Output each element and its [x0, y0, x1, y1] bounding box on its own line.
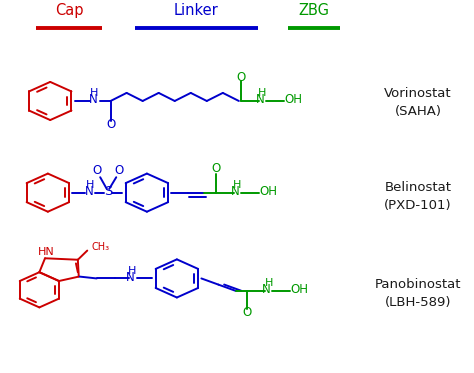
Text: Belinostat
(PXD-101): Belinostat (PXD-101) [384, 181, 452, 212]
Text: Cap: Cap [55, 3, 83, 19]
Text: H: H [233, 179, 242, 189]
Text: OH: OH [290, 283, 308, 296]
Text: Panobinostat
(LBH-589): Panobinostat (LBH-589) [375, 278, 461, 309]
Text: O: O [237, 70, 246, 84]
Text: N: N [231, 185, 240, 198]
Text: H: H [91, 88, 99, 98]
Text: H: H [86, 180, 94, 190]
Text: O: O [106, 118, 115, 131]
Text: HN: HN [38, 247, 55, 257]
Text: Linker: Linker [174, 3, 219, 19]
Text: N: N [84, 185, 93, 198]
Text: H: H [264, 278, 273, 288]
Text: N: N [262, 283, 271, 296]
Text: OH: OH [284, 93, 302, 106]
Text: N: N [89, 93, 98, 106]
Text: N: N [126, 271, 135, 284]
Text: O: O [243, 306, 252, 319]
Text: Vorinostat
(SAHA): Vorinostat (SAHA) [384, 87, 452, 118]
Text: O: O [114, 164, 123, 177]
Text: O: O [211, 162, 221, 175]
Text: CH₃: CH₃ [91, 242, 109, 252]
Text: S: S [104, 185, 112, 198]
Text: O: O [93, 164, 102, 177]
Text: ZBG: ZBG [299, 3, 330, 19]
Text: OH: OH [259, 185, 277, 198]
Text: H: H [258, 88, 266, 98]
Text: N: N [256, 93, 265, 106]
Text: H: H [128, 266, 136, 276]
